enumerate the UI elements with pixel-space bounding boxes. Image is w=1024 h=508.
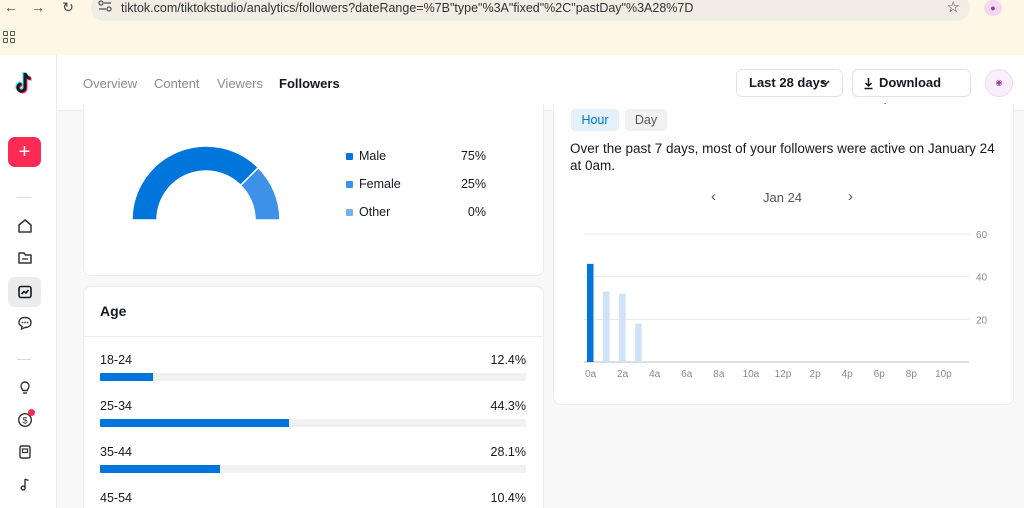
next-date-chevron-icon[interactable]: ›: [848, 188, 853, 205]
prev-date-chevron-icon[interactable]: ‹: [711, 188, 716, 205]
age-bar-track: [100, 373, 526, 381]
comments-icon[interactable]: [16, 314, 34, 332]
age-divider: [84, 336, 543, 337]
x-tick-label: 0a: [585, 369, 597, 380]
y-tick-label: 60: [976, 230, 988, 241]
download-icon: [863, 70, 874, 105]
y-tick-label: 40: [976, 273, 988, 284]
activity-bar[interactable]: [619, 293, 626, 362]
age-title: Age: [100, 303, 127, 319]
legend-value: 0%: [467, 205, 486, 219]
hour-toggle[interactable]: Hour: [571, 109, 619, 131]
activity-bar[interactable]: [587, 263, 594, 362]
x-tick-label: 2p: [810, 369, 822, 380]
current-date-label: Jan 24: [763, 190, 803, 205]
x-tick-label: 6a: [681, 369, 693, 380]
analytics-icon[interactable]: [16, 283, 34, 301]
age-label: 35-44: [100, 445, 132, 459]
legend-label: Other: [359, 205, 391, 219]
legend-label: Female: [359, 177, 401, 191]
studio-sidebar: + $: [0, 55, 57, 508]
sidebar-divider: [17, 359, 31, 360]
tab-viewers[interactable]: Viewers: [217, 76, 264, 91]
age-percent: 12.4%: [490, 353, 526, 367]
x-tick-label: 8p: [906, 369, 918, 380]
x-tick-label: 12p: [775, 369, 792, 380]
age-bar-track: [100, 465, 526, 473]
legend-label: Male: [359, 149, 387, 163]
monetization-icon[interactable]: $: [16, 411, 34, 429]
age-bar-track: [100, 419, 526, 427]
avatar[interactable]: ◉: [985, 69, 1013, 97]
date-range-label: Last 28 days: [749, 75, 828, 90]
reload-icon[interactable]: ↻: [62, 0, 74, 15]
create-upload-button[interactable]: +: [8, 137, 41, 167]
notification-dot: [28, 409, 35, 416]
chevron-down-icon: [821, 70, 830, 107]
tiktok-logo-icon[interactable]: [14, 71, 36, 95]
age-percent: 28.1%: [490, 445, 526, 459]
browser-chrome: ← → ↻ tiktok.com/tiktokstudio/analytics/…: [0, 0, 1024, 55]
x-tick-label: 4p: [842, 369, 854, 380]
activity-description: Over the past 7 days, most of your follo…: [570, 141, 995, 173]
age-percent: 44.3%: [490, 399, 526, 413]
donut-segment-male[interactable]: [131, 145, 260, 221]
other-swatch: [346, 209, 353, 216]
tab-followers[interactable]: Followers: [279, 76, 340, 91]
date-range-dropdown[interactable]: Last 28 days: [736, 69, 843, 97]
folder-icon[interactable]: [16, 249, 34, 267]
age-percent: 10.4%: [490, 491, 526, 505]
lightbulb-icon[interactable]: [16, 379, 34, 397]
age-bar-fill: [100, 419, 289, 427]
home-icon[interactable]: [16, 217, 34, 235]
activity-bar[interactable]: [603, 291, 610, 362]
apps-grid-icon[interactable]: [3, 31, 15, 43]
gender-card: Male 75% Female 25% Other 0%: [83, 104, 544, 276]
legend-value: 75%: [460, 149, 486, 163]
donut-segment-female[interactable]: [239, 166, 281, 221]
tab-overview[interactable]: Overview: [83, 76, 138, 91]
forward-icon[interactable]: →: [31, 0, 45, 15]
book-icon[interactable]: [16, 443, 34, 461]
x-tick-label: 10a: [743, 369, 760, 380]
age-label: 18-24: [100, 353, 132, 367]
back-icon[interactable]: ←: [4, 0, 18, 15]
download-data-button[interactable]: Download data: [852, 69, 971, 116]
sidebar-divider: [17, 197, 31, 198]
site-settings-icon[interactable]: [98, 0, 114, 14]
age-card: Age 18-24 12.4% 25-34 44.3% 35-44 28.1% …: [83, 286, 544, 508]
svg-text:$: $: [22, 415, 27, 425]
x-tick-label: 8a: [713, 369, 725, 380]
gender-donut-chart: [131, 145, 281, 221]
age-bar-fill: [100, 373, 153, 381]
age-label: 25-34: [100, 399, 132, 413]
male-swatch: [346, 153, 353, 160]
female-swatch: [346, 181, 353, 188]
follower-activity-card: Hour Day Over the past 7 days, most of y…: [553, 104, 1014, 405]
age-bar-fill: [100, 465, 220, 473]
bookmark-star-icon[interactable]: ☆: [946, 0, 960, 16]
x-tick-label: 10p: [935, 369, 952, 380]
x-tick-label: 4a: [649, 369, 661, 380]
music-icon[interactable]: [16, 475, 34, 493]
url-text: tiktok.com/tiktokstudio/analytics/follow…: [121, 1, 694, 15]
hourly-activity-chart: 60 40 20 0a 2a 4a 6a 8a 10a 12p 2p 4p 6p 8p 10p: [584, 230, 988, 380]
address-bar[interactable]: tiktok.com/tiktokstudio/analytics/follow…: [91, 0, 970, 21]
x-tick-label: 2a: [617, 369, 629, 380]
legend-value: 25%: [460, 177, 486, 191]
y-tick-label: 20: [976, 315, 988, 326]
age-label: 45-54: [100, 491, 132, 505]
day-toggle[interactable]: Day: [625, 109, 667, 131]
tab-content[interactable]: Content: [154, 76, 200, 91]
analytics-top-nav: Overview Content Viewers Followers Last …: [57, 55, 1024, 116]
activity-bar[interactable]: [635, 323, 642, 362]
x-tick-label: 6p: [874, 369, 886, 380]
browser-profile-icon[interactable]: ●: [984, 0, 1002, 16]
